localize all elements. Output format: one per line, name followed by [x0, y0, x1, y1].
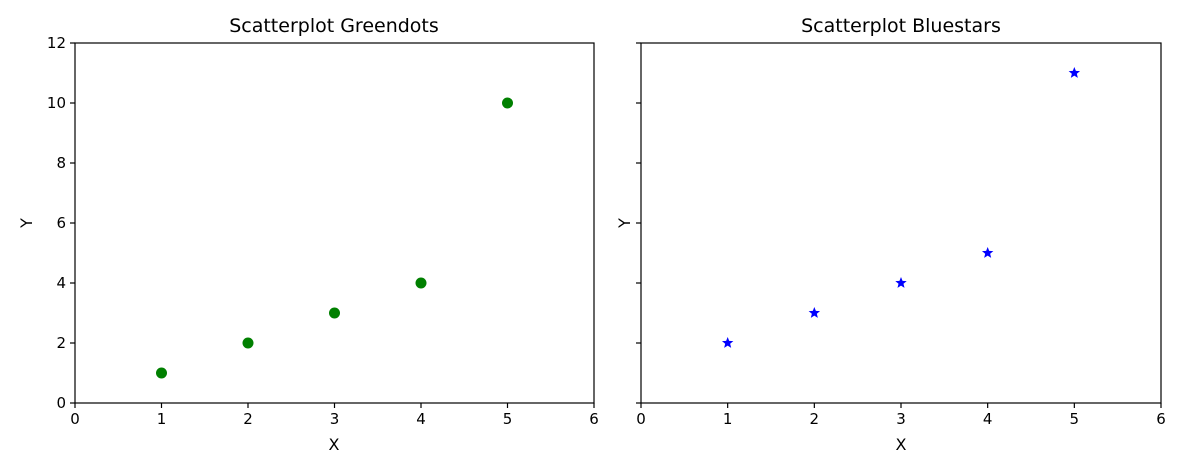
dot-point	[329, 307, 340, 319]
x-tick-label: 4	[983, 410, 993, 428]
y-tick-label: 2	[56, 334, 66, 352]
dot-point	[156, 367, 167, 379]
star-point	[721, 337, 734, 348]
x-tick-label: 2	[243, 410, 253, 428]
chart-title: Scatterplot Bluestars	[801, 15, 1001, 37]
x-tick-label: 0	[70, 410, 80, 428]
data-points	[156, 97, 513, 379]
y-tick-label: 0	[56, 394, 66, 412]
x-tick-label: 1	[157, 410, 167, 428]
x-tick-label: 3	[330, 410, 340, 428]
y-axis-label: Y	[17, 218, 36, 229]
star-point	[1068, 67, 1081, 78]
data-points	[721, 67, 1081, 348]
star-point	[895, 277, 907, 288]
dot-point	[502, 97, 513, 109]
x-axis-label: X	[896, 435, 907, 454]
y-tick-label: 6	[56, 214, 66, 232]
y-tick-label: 12	[47, 34, 66, 52]
x-tick-label: 6	[589, 410, 599, 428]
x-tick-label: 3	[896, 410, 906, 428]
y-axis-label: Y	[615, 218, 634, 229]
x-tick-label: 1	[723, 410, 733, 428]
star-point	[981, 247, 994, 258]
dot-point	[415, 277, 427, 289]
axis-ticks: 0 1 2 3 4 5 6	[636, 42, 1166, 428]
x-tick-label: 5	[503, 410, 513, 428]
plot-frame	[74, 42, 595, 404]
y-tick-label: 10	[47, 94, 66, 112]
y-tick-label: 4	[56, 274, 66, 292]
chart-title: Scatterplot Greendots	[229, 15, 439, 37]
star-point	[808, 307, 821, 318]
x-axis-label: X	[329, 435, 340, 454]
x-tick-label: 2	[810, 410, 820, 428]
dot-point	[242, 337, 254, 349]
scatter-panel-bluestars: Scatterplot Bluestars 0 1 2 3 4 5 6 X Y	[615, 15, 1166, 454]
x-tick-label: 5	[1070, 410, 1080, 428]
x-tick-label: 4	[416, 410, 426, 428]
x-tick-label: 0	[636, 410, 646, 428]
y-tick-label: 8	[56, 154, 66, 172]
plot-frame	[640, 42, 1162, 404]
x-tick-label: 6	[1156, 410, 1166, 428]
